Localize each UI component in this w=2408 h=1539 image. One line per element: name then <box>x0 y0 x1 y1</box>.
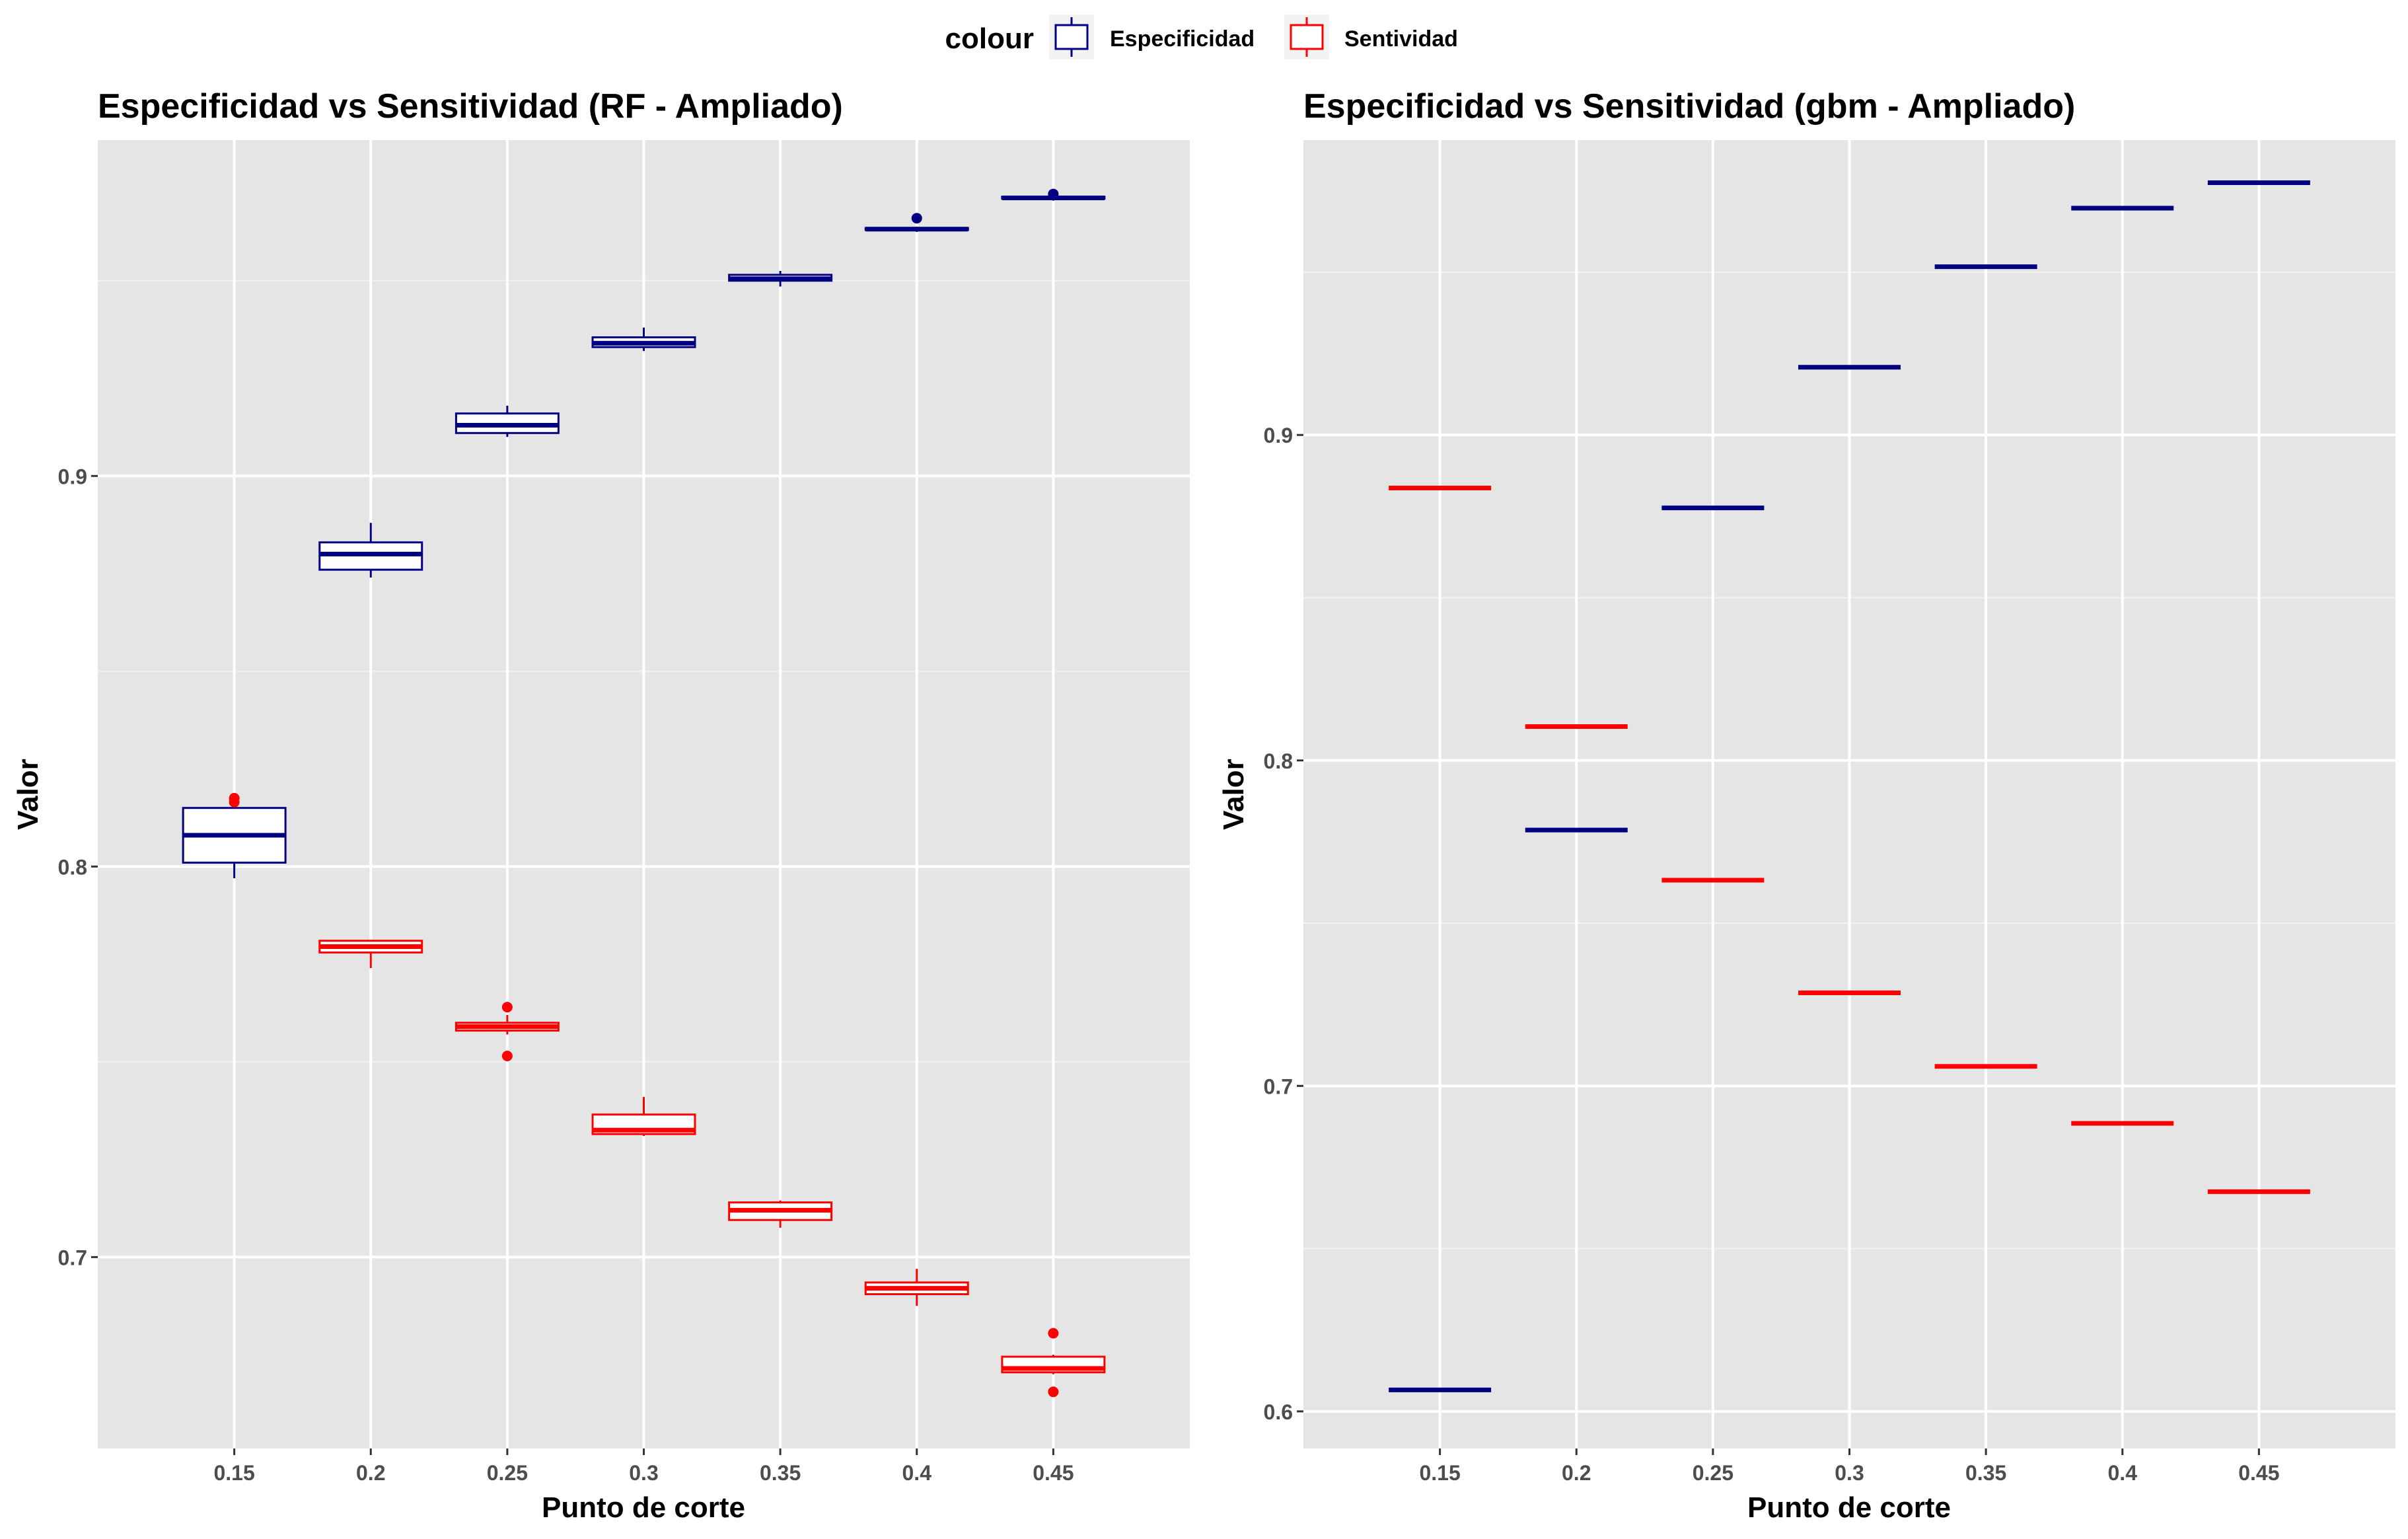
x-tick-label: 0.45 <box>2238 1461 2279 1485</box>
legend-label-sentividad: Sentividad <box>1344 26 1458 52</box>
boxplot-especificidad <box>728 271 833 287</box>
x-axis-ticks: 0.15 0.2 0.25 0.3 0.35 0.4 0.45 <box>213 1448 1074 1485</box>
x-axis-label: Punto de corte <box>1747 1491 1951 1524</box>
legend: colour Especificidad Sentividad <box>945 15 1458 59</box>
outlier-point <box>1048 1386 1059 1398</box>
legend-label-especificidad: Especificidad <box>1110 26 1255 52</box>
x-tick-label: 0.2 <box>1562 1461 1591 1485</box>
boxplot-especificidad <box>864 213 969 232</box>
legend-item-sentividad: Sentividad <box>1284 15 1458 59</box>
legend-key-box-especificidad <box>1054 24 1089 50</box>
chart-rf: Especificidad vs Sensitividad (RF - Ampl… <box>12 87 1190 1524</box>
boxplot-especificidad <box>318 523 423 578</box>
y-tick-label: 0.9 <box>58 465 87 488</box>
x-tick-label: 0.35 <box>760 1461 801 1485</box>
x-tick-label: 0.3 <box>629 1461 658 1485</box>
boxplot-sentividad <box>728 1200 833 1228</box>
legend-item-especificidad: Especificidad <box>1049 15 1255 59</box>
boxplot-especificidad <box>182 800 287 879</box>
x-tick-label: 0.2 <box>356 1461 385 1485</box>
y-tick-label: 0.6 <box>1264 1400 1293 1424</box>
x-tick-label: 0.4 <box>2108 1461 2138 1485</box>
y-tick-label: 0.8 <box>1264 749 1293 773</box>
x-axis-ticks: 0.15 0.2 0.25 0.3 0.35 0.4 0.45 <box>1419 1448 2280 1485</box>
chart-title: Especificidad vs Sensitividad (gbm - Amp… <box>1303 87 2075 126</box>
y-tick-label: 0.7 <box>1264 1074 1293 1098</box>
y-axis-ticks: 0.6 0.7 0.8 0.9 <box>1264 424 1303 1424</box>
boxplot-sentividad <box>1001 1328 1106 1398</box>
y-tick-label: 0.7 <box>58 1246 87 1269</box>
y-axis-ticks: 0.7 0.8 0.9 <box>58 465 98 1269</box>
y-tick-label: 0.8 <box>58 855 87 879</box>
boxplot-sentividad <box>864 1269 969 1306</box>
plot-marks <box>1389 180 2310 1392</box>
x-tick-label: 0.45 <box>1033 1461 1074 1485</box>
plot-marks <box>182 188 1106 1398</box>
x-tick-label: 0.4 <box>902 1461 932 1485</box>
x-tick-label: 0.35 <box>1965 1461 2006 1485</box>
grid-lines <box>1303 140 2395 1448</box>
legend-title: colour <box>945 22 1034 55</box>
x-tick-label: 0.15 <box>213 1461 254 1485</box>
x-tick-label: 0.3 <box>1835 1461 1864 1485</box>
boxplot-especificidad <box>1001 188 1106 201</box>
boxplot-sentividad <box>455 1002 560 1061</box>
outlier-point <box>501 1002 513 1013</box>
chart-title: Especificidad vs Sensitividad (RF - Ampl… <box>98 87 843 126</box>
outlier-point <box>911 213 922 224</box>
x-tick-label: 0.25 <box>1693 1461 1733 1485</box>
x-axis-label: Punto de corte <box>542 1491 745 1524</box>
y-axis-label: Valor <box>12 759 44 830</box>
boxplot-sentividad <box>318 940 423 969</box>
outlier-point <box>1048 188 1059 200</box>
x-tick-label: 0.25 <box>487 1461 528 1485</box>
chart-gbm: Especificidad vs Sensitividad (gbm - Amp… <box>1218 87 2395 1524</box>
legend-key-box-sentividad <box>1290 24 1324 50</box>
y-tick-label: 0.9 <box>1264 424 1293 447</box>
boxplot-sentividad <box>591 1097 696 1137</box>
outlier-point <box>1048 1328 1059 1339</box>
boxplot-sentividad <box>229 792 240 807</box>
boxplot-especificidad <box>455 405 560 437</box>
x-tick-label: 0.15 <box>1419 1461 1460 1485</box>
outlier-point <box>501 1051 513 1061</box>
boxplot-especificidad <box>591 327 696 352</box>
y-axis-label: Valor <box>1218 759 1250 830</box>
outlier-point <box>229 792 240 804</box>
